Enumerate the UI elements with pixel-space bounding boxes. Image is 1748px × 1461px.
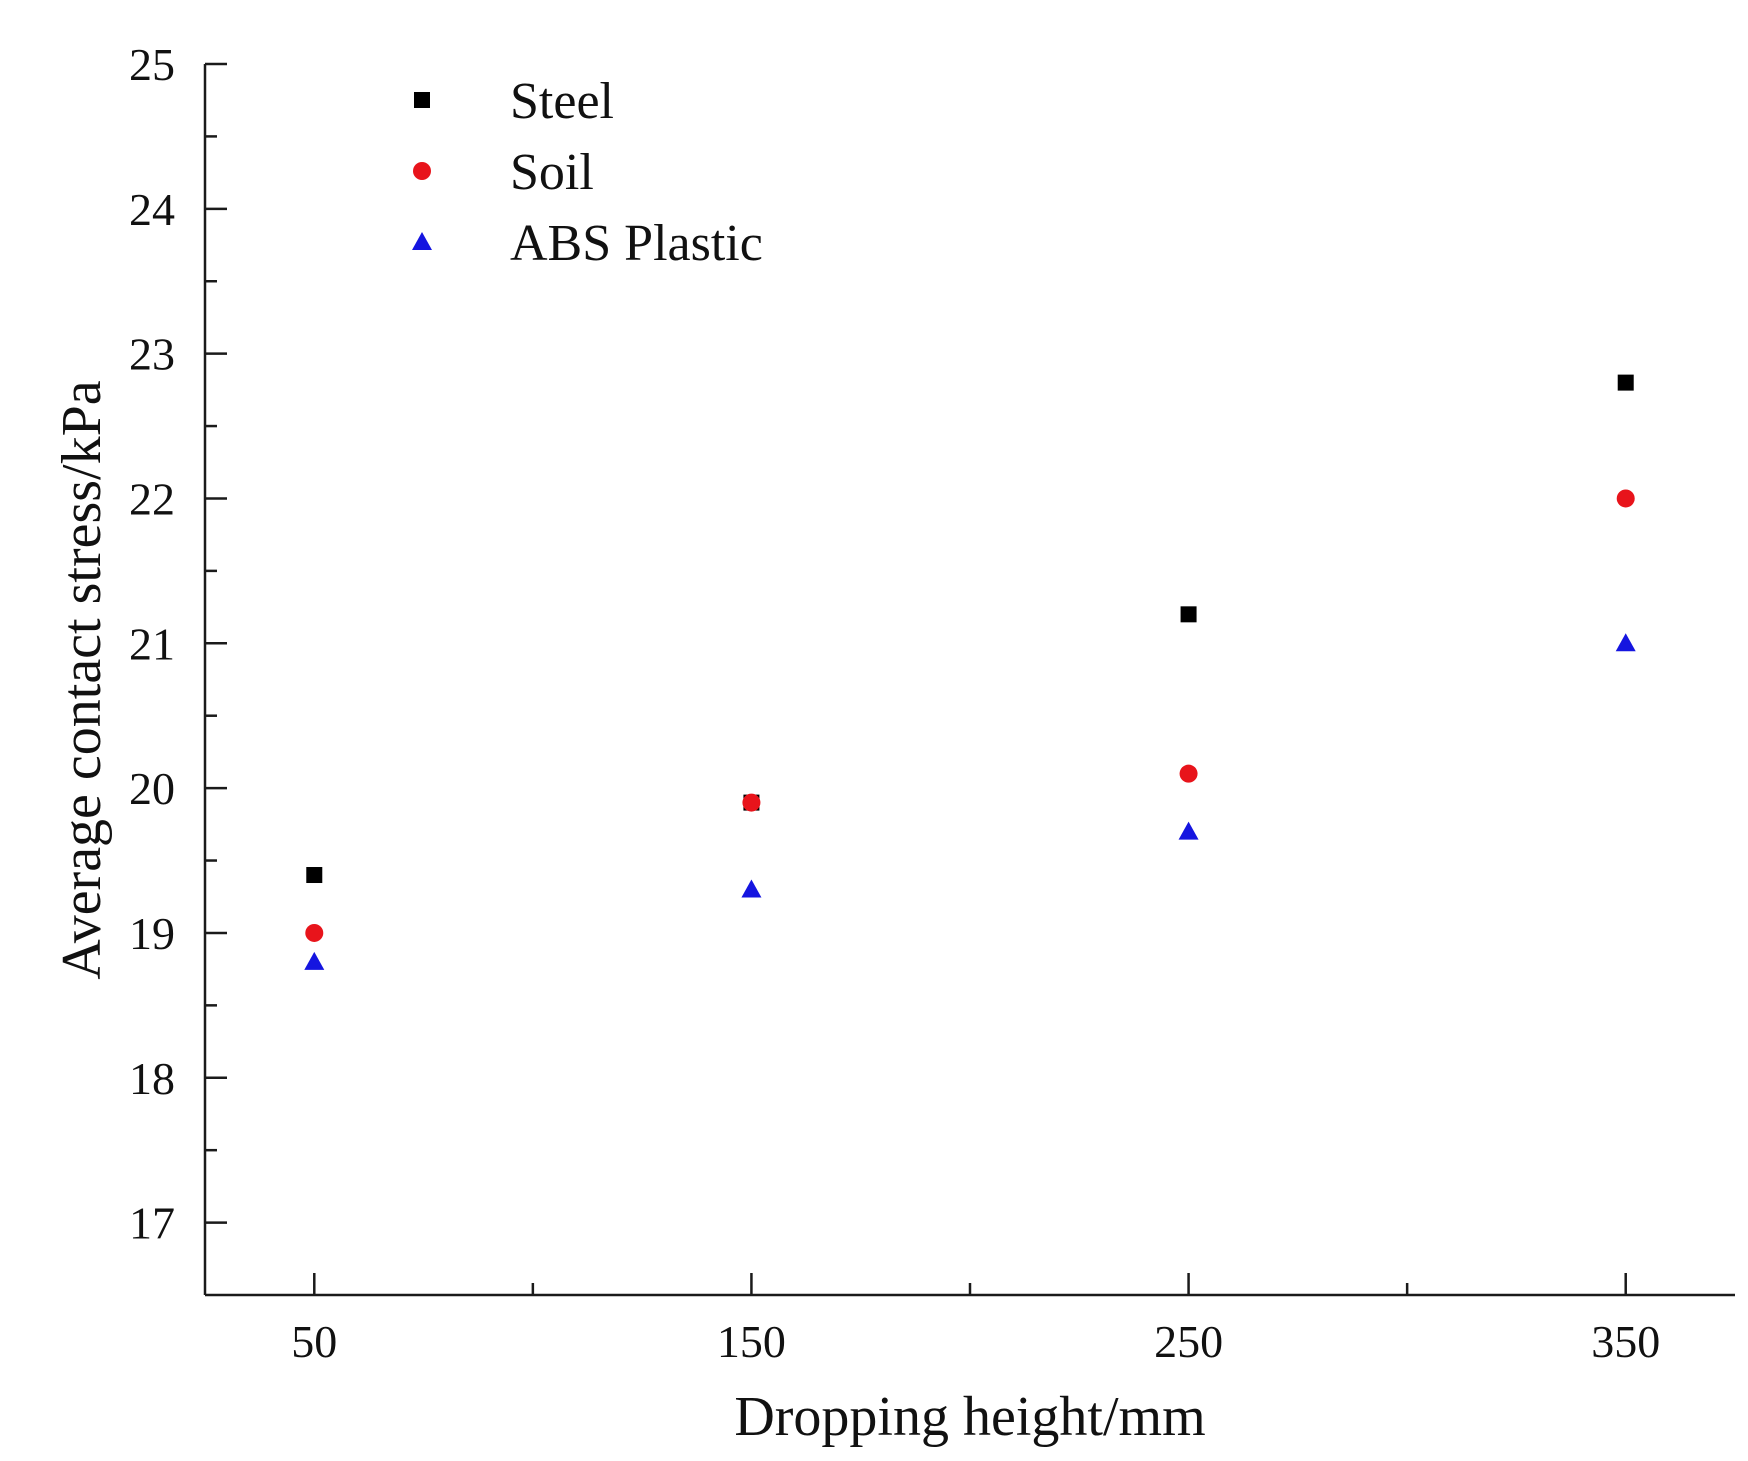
y-axis-title: Average contact stress/kPa [51,380,113,979]
soil-point [742,793,761,812]
x-ticks: 50 150 250 350 [291,1273,1660,1367]
legend: Steel Soil ABS Plastic [412,73,763,272]
abs-plastic-point [304,951,325,970]
legend-abs-plastic-marker [412,232,432,250]
y-tick-label: 18 [129,1053,175,1104]
abs-plastic-point [1178,821,1199,840]
y-tick-label: 23 [129,329,175,380]
axes [203,64,1735,1297]
legend-soil-label: Soil [510,144,594,201]
y-tick-label: 17 [129,1198,175,1249]
abs-plastic-point [741,879,762,898]
legend-soil-marker [413,162,431,180]
steel-point [306,867,323,884]
legend-steel-marker [414,92,430,108]
y-tick-label: 22 [129,473,175,524]
data-points [304,374,1636,970]
x-tick-label: 350 [1591,1316,1660,1367]
steel-point [1180,606,1197,623]
y-tick-label: 25 [129,39,175,90]
legend-abs-plastic-label: ABS Plastic [510,215,763,272]
soil-point [305,923,324,942]
x-tick-label: 150 [717,1316,786,1367]
x-tick-label: 250 [1154,1316,1223,1367]
y-tick-label: 21 [129,618,175,669]
soil-point [1179,764,1198,783]
steel-point [1617,374,1634,391]
y-tick-label: 24 [129,184,175,235]
legend-steel-label: Steel [510,73,614,130]
abs-plastic-point [1615,633,1636,652]
soil-point [1616,489,1635,508]
y-tick-label: 19 [129,908,175,959]
y-tick-label: 20 [129,763,175,814]
x-tick-label: 50 [291,1316,337,1367]
x-axis-title: Dropping height/mm [734,1386,1205,1448]
y-ticks: 17 18 19 20 21 22 23 24 25 [129,39,227,1249]
